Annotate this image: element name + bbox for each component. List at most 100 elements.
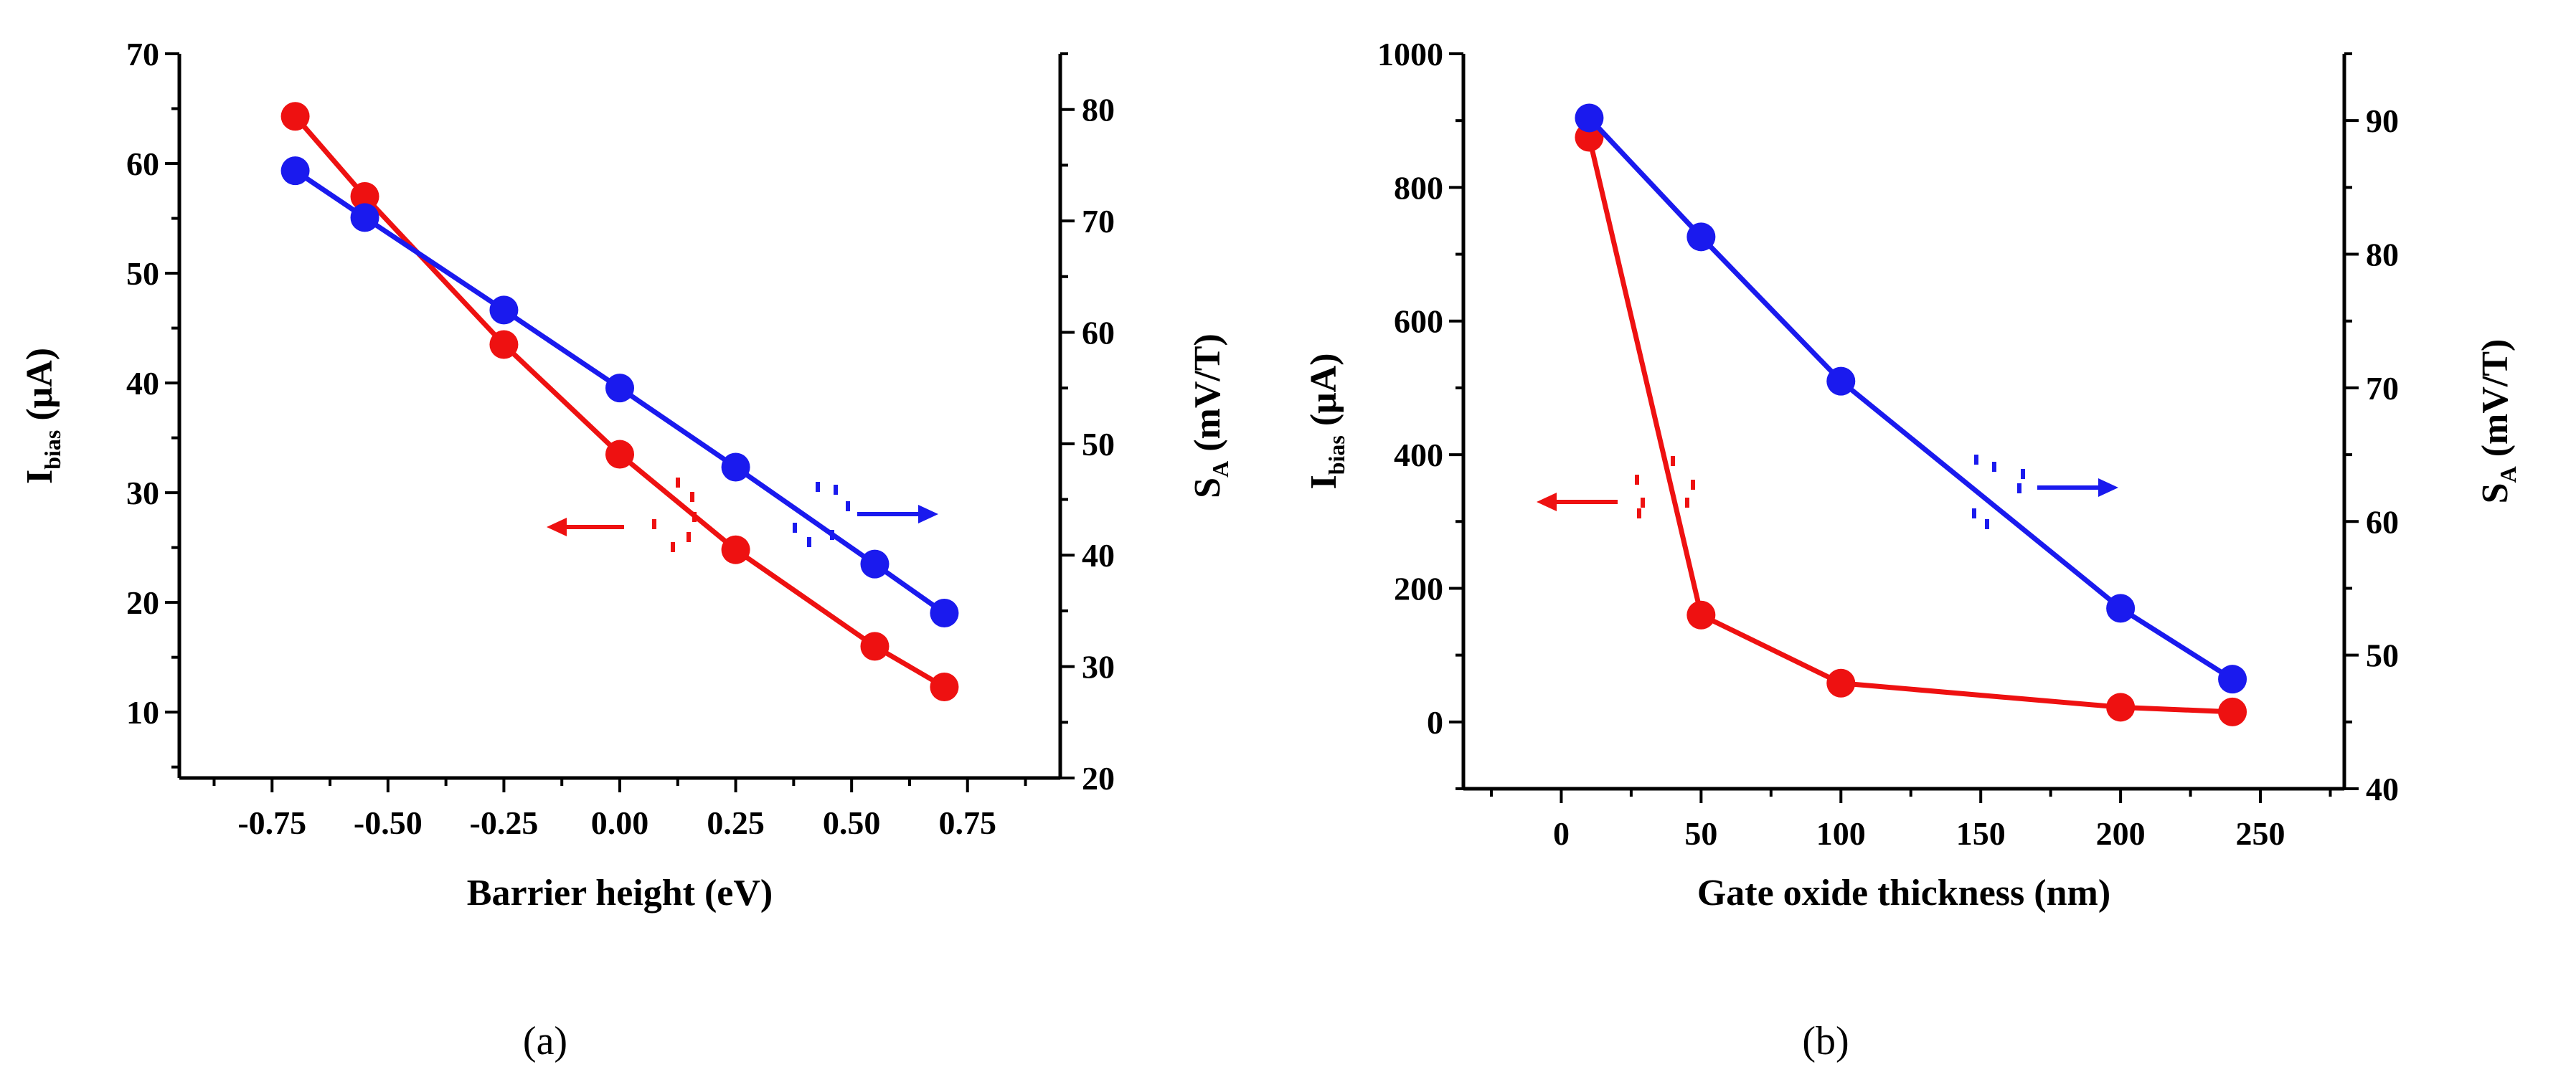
data-point-i-bias: [721, 535, 750, 564]
annotation-mark: [692, 512, 697, 522]
x-tick-label: 0: [1553, 815, 1570, 852]
chart-caption: (a): [523, 1019, 567, 1063]
y-left-tick-label: 0: [1427, 704, 1443, 741]
annotation-mark: [816, 482, 820, 492]
annotation-mark: [652, 519, 656, 529]
x-tick-label: 150: [1956, 815, 2006, 852]
x-tick-label: 0.75: [938, 805, 996, 841]
data-point-s-a: [860, 549, 890, 579]
y-left-tick-label: 50: [126, 255, 159, 292]
y-right-tick-label: 20: [1082, 760, 1115, 797]
annotation-mark: [834, 485, 838, 495]
annotation-mark: [1985, 519, 1989, 529]
y-left-tick-label: 60: [126, 146, 159, 182]
x-tick-label: 250: [2236, 815, 2285, 852]
data-point-i-bias: [2106, 693, 2136, 722]
data-point-i-bias: [930, 672, 959, 701]
x-tick-label: -0.25: [470, 805, 539, 841]
data-point-s-a: [1575, 103, 1604, 133]
data-point-i-bias: [350, 181, 379, 211]
y-left-tick-label: 400: [1394, 437, 1443, 473]
y-right-tick-label: 60: [2366, 503, 2399, 540]
x-tick-label: 200: [2096, 815, 2146, 852]
x-tick-label: 0.25: [707, 805, 765, 841]
chart-b: 0 50 100 150 200 250 0 200 400 600 800 1000 40 50 60 70…: [1303, 36, 2521, 1063]
y-right-tick-label: 80: [2366, 237, 2399, 273]
annotation-mark: [793, 523, 797, 533]
annotation-mark: [1972, 508, 1976, 518]
annotation-mark: [2021, 469, 2025, 479]
x-tick-label: 50: [1684, 815, 1717, 852]
data-point-s-a: [280, 156, 310, 186]
y-left-tick-label: 40: [126, 365, 159, 402]
y-right-tick-label: 50: [2366, 637, 2399, 674]
data-point-i-bias: [2218, 697, 2247, 726]
y-right-axis-title: SA (mV/T): [1187, 333, 1233, 498]
y-right-tick-label: 50: [1082, 426, 1115, 462]
y-left-tick-label: 600: [1394, 303, 1443, 340]
data-point-s-a: [1686, 222, 1716, 252]
x-tick-label: 0.00: [591, 805, 649, 841]
data-point-i-bias: [1686, 600, 1716, 630]
series-line-s-a: [1587, 116, 2234, 682]
y-left-tick-label: 30: [126, 475, 159, 511]
y-right-tick-label: 40: [1082, 537, 1115, 574]
y-right-axis-title: SA (mV/T): [2475, 339, 2521, 504]
data-point-i-bias: [1826, 668, 1856, 698]
x-tick-label: 100: [1816, 815, 1866, 852]
annotation-mark: [1974, 455, 1978, 465]
y-left-axis-title: Ibias (μA): [1303, 353, 1349, 489]
data-point-s-a: [489, 295, 519, 325]
y-right-tick-label: 60: [1082, 314, 1115, 351]
y-right-tick-label: 30: [1082, 649, 1115, 685]
annotation-mark: [830, 530, 834, 540]
annotation-mark: [1691, 480, 1695, 490]
y-right-tick-label: 70: [2366, 370, 2399, 407]
chart-a: -0.75 -0.50 -0.25 0.00 0.25 0.50 0.75 10 20 30 40 5…: [19, 36, 1233, 1063]
x-axis-title: Barrier height (eV): [467, 873, 773, 914]
annotation-mark: [1641, 498, 1645, 508]
x-tick-label: 0.50: [823, 805, 881, 841]
arrow-right-sa-head: [2098, 478, 2118, 497]
y-left-tick-label: 10: [126, 694, 159, 731]
annotation-mark: [807, 537, 811, 547]
data-point-i-bias: [860, 632, 890, 661]
annotation-mark: [1637, 508, 1641, 518]
annotation-mark: [690, 492, 694, 502]
annotation-mark: [1635, 475, 1639, 485]
arrow-left-ibias-head: [1537, 493, 1557, 511]
annotation-mark: [2017, 483, 2021, 493]
x-axis-title: Gate oxide thickness (nm): [1697, 873, 2110, 914]
chart-caption: (b): [1802, 1019, 1849, 1063]
annotation-mark: [676, 478, 680, 488]
y-left-tick-label: 70: [126, 36, 159, 72]
y-right-tick-label: 90: [2366, 103, 2399, 139]
data-point-s-a: [721, 452, 750, 482]
data-point-i-bias: [605, 440, 634, 469]
annotation-mark: [671, 542, 675, 552]
annotation-mark: [1671, 456, 1675, 466]
data-point-s-a: [930, 599, 959, 628]
annotation-mark: [1992, 462, 1996, 472]
data-point-s-a: [350, 203, 379, 232]
y-right-tick-label: 80: [1082, 92, 1115, 128]
data-point-i-bias: [280, 102, 310, 131]
y-left-tick-label: 200: [1394, 570, 1443, 607]
y-left-tick-label: 20: [126, 584, 159, 621]
y-right-tick-label: 70: [1082, 203, 1115, 239]
data-point-s-a: [605, 374, 634, 403]
x-tick-label: -0.50: [354, 805, 423, 841]
data-point-s-a: [1826, 366, 1856, 396]
y-left-axis-title: Ibias (μA): [19, 348, 65, 484]
data-point-s-a: [2106, 594, 2136, 623]
arrow-right-sa-head: [918, 505, 938, 523]
y-right-tick-label: 40: [2366, 771, 2399, 807]
arrow-left-ibias-head: [547, 518, 567, 536]
annotation-mark: [1685, 498, 1689, 508]
y-left-tick-label: 1000: [1377, 36, 1443, 72]
data-point-i-bias: [489, 330, 519, 359]
annotation-mark: [846, 501, 850, 511]
y-left-tick-label: 800: [1394, 169, 1443, 206]
annotation-mark: [687, 532, 691, 542]
